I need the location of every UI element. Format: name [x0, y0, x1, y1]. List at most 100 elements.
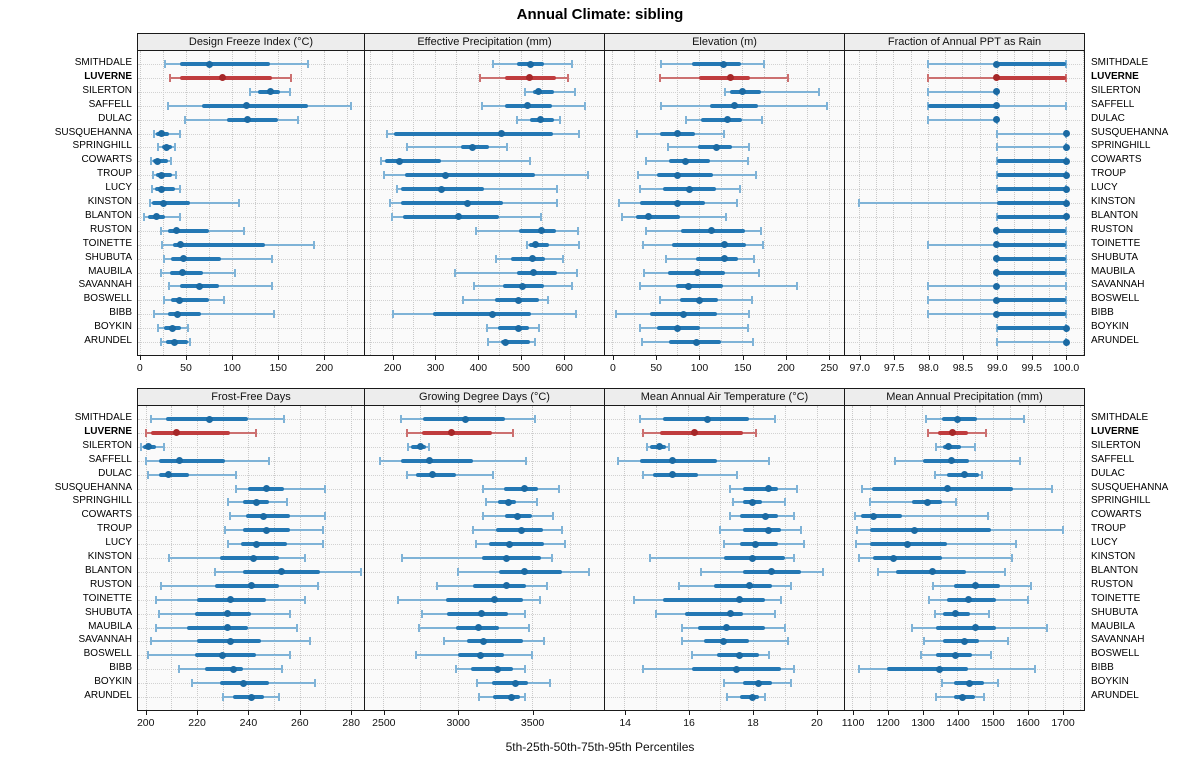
grid-line-horizontal — [365, 244, 604, 246]
median-dot — [160, 199, 168, 207]
panel-strip-title: Elevation (m) — [604, 33, 845, 51]
whisker-end-cap — [926, 60, 929, 68]
whisker-end-cap — [643, 268, 646, 277]
axis-tick-label: 100.0 — [1052, 362, 1080, 374]
whisker-end-cap — [454, 268, 457, 277]
bar-25-75 — [662, 597, 766, 602]
axis-tick — [351, 711, 353, 715]
panel-plot-3 — [605, 50, 845, 356]
bar-25-75 — [887, 667, 968, 672]
whisker-end-cap — [178, 185, 181, 194]
whisker-end-cap — [288, 651, 291, 660]
bar-25-75 — [201, 103, 308, 108]
row-label-silerton: SILERTON — [82, 84, 132, 96]
median-dot — [262, 485, 270, 492]
axis-tick — [185, 356, 187, 360]
whisker-end-cap — [984, 428, 987, 437]
bar-25-75 — [872, 556, 943, 560]
grid-line-horizontal — [845, 272, 1084, 274]
median-dot — [971, 582, 979, 590]
whisker-end-cap — [280, 665, 283, 674]
whisker-end-cap — [288, 609, 291, 618]
bar-25-75 — [170, 270, 203, 275]
whisker-end-cap — [296, 623, 299, 632]
whisker-end-cap — [857, 199, 860, 207]
median-dot — [765, 485, 773, 492]
whisker-end-cap — [919, 651, 922, 660]
whisker-end-cap — [762, 240, 765, 249]
bar-25-75 — [432, 312, 531, 317]
bar-25-75 — [996, 75, 1067, 80]
median-dot — [1062, 199, 1070, 207]
axis-tick — [1028, 711, 1029, 715]
chart-title: Annual Climate: sibling — [516, 6, 684, 23]
row-label-savannah: SAVANNAH — [78, 279, 132, 291]
whisker-end-cap — [639, 415, 642, 423]
row-label-boswell: BOSWELL — [1091, 293, 1140, 305]
whisker-end-cap — [396, 185, 399, 194]
whisker-end-cap — [388, 199, 391, 207]
median-dot — [945, 443, 953, 451]
whisker-end-cap — [860, 484, 863, 493]
whisker-end-cap — [474, 540, 477, 549]
whisker-end-cap — [173, 143, 176, 152]
whisker-end-cap — [562, 254, 565, 263]
median-dot — [196, 282, 204, 290]
whisker-end-cap — [152, 310, 155, 319]
whisker-end-cap — [724, 212, 727, 221]
median-dot — [673, 324, 681, 332]
whisker-end-cap — [790, 679, 793, 688]
axis-tick — [232, 356, 234, 360]
whisker-end-cap — [928, 595, 931, 604]
axis-tick — [958, 711, 959, 715]
whisker-end-cap — [148, 199, 151, 207]
bar-25-75 — [445, 597, 524, 602]
median-dot — [869, 512, 877, 520]
median-dot — [993, 310, 1001, 318]
median-dot — [694, 269, 702, 276]
axis-tick — [521, 356, 523, 360]
whisker-end-cap — [561, 526, 564, 535]
whisker-end-cap — [774, 609, 777, 618]
median-dot — [157, 130, 165, 137]
row-label-kinston: KINSTON — [87, 551, 132, 562]
median-dot — [479, 637, 487, 645]
median-dot — [526, 74, 534, 82]
whisker-end-cap — [1023, 415, 1026, 423]
axis-tick-label: 1700 — [1051, 717, 1075, 729]
panel-plot-5 — [137, 405, 365, 711]
median-dot — [993, 255, 1001, 263]
whisker-end-cap — [677, 581, 680, 590]
bar-25-75 — [510, 256, 545, 261]
whisker-end-cap — [324, 484, 327, 493]
whisker-end-cap — [684, 115, 687, 124]
axis-tick — [993, 711, 994, 715]
whisker-end-cap — [926, 282, 929, 291]
row-label-luverne: LUVERNE — [1091, 425, 1139, 437]
grid-line-horizontal — [365, 502, 604, 504]
row-label-ruston: RUSTON — [1091, 223, 1134, 235]
whisker-end-cap — [162, 442, 165, 451]
median-dot — [437, 185, 445, 193]
whisker-end-cap — [700, 567, 703, 576]
whisker-5-95 — [724, 90, 819, 93]
median-dot — [656, 443, 664, 451]
axis-tick — [278, 356, 280, 360]
median-dot — [749, 693, 757, 701]
median-dot — [175, 457, 183, 465]
whisker-end-cap — [150, 185, 153, 194]
axis-tick-label: 600 — [555, 362, 573, 374]
whisker-end-cap — [524, 87, 527, 96]
bar-25-75 — [204, 667, 244, 672]
median-dot — [178, 269, 186, 276]
row-label-kinston: KINSTON — [87, 196, 132, 207]
whisker-end-cap — [986, 512, 989, 521]
median-dot — [964, 596, 972, 604]
whisker-end-cap — [616, 456, 619, 465]
whisker-end-cap — [321, 526, 324, 535]
panel-strip-title: Mean Annual Air Temperature (°C) — [604, 388, 845, 406]
whisker-end-cap — [1065, 268, 1068, 277]
whisker-end-cap — [538, 595, 541, 604]
whisker-end-cap — [270, 282, 273, 291]
whisker-end-cap — [802, 540, 805, 549]
